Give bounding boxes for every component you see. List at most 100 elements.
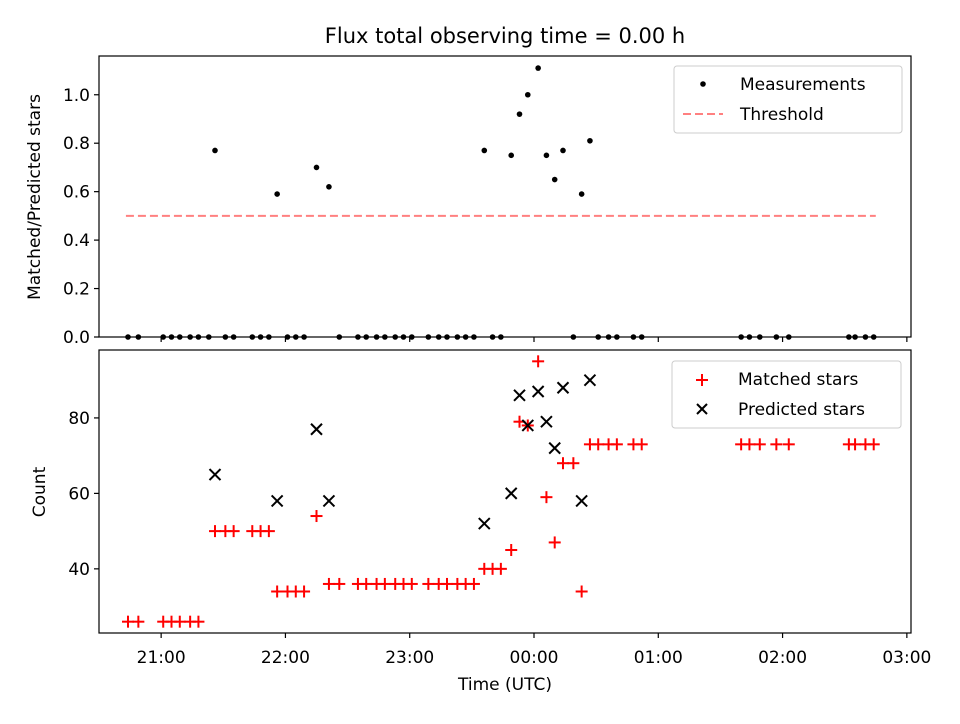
matched-star-point — [405, 577, 418, 590]
bottom-axes-frame — [98, 349, 912, 634]
matched-star-point — [173, 615, 186, 628]
legend-predicted-marker — [696, 403, 708, 415]
legend-measurements-marker — [700, 81, 706, 87]
measurement-point — [578, 191, 585, 197]
matched-star-point — [122, 615, 134, 628]
matched-star-point — [557, 457, 569, 470]
measurement-point — [543, 152, 550, 159]
x-tick-label: 03:00 — [882, 648, 931, 668]
top-y-tick-label: 1.0 — [63, 86, 90, 106]
matched-star-point — [227, 525, 240, 538]
matched-star-point — [360, 577, 373, 590]
x-tick-label: 23:00 — [385, 648, 434, 668]
top-y-axis-label: Matched/Predicted stars — [25, 94, 45, 300]
bottom-plot-area — [122, 355, 880, 628]
top-axes-frame — [98, 55, 912, 338]
bottom-y-axis-label: Count — [30, 466, 50, 517]
legend-matched-marker — [696, 374, 708, 386]
predicted-star-point — [583, 373, 597, 387]
predicted-star-point — [548, 441, 561, 455]
matched-star-point — [422, 577, 435, 590]
matched-star-point — [333, 577, 346, 590]
matched-star-point — [271, 585, 284, 598]
bottom-y-tick-label: 80 — [68, 409, 90, 429]
x-tick-label: 21:00 — [137, 648, 186, 668]
predicted-star-point — [540, 415, 553, 428]
predicted-star-point — [505, 487, 518, 500]
x-axis-label: Time (UTC) — [457, 675, 552, 695]
measurement-point — [524, 91, 531, 98]
top-y-tick-label: 0.2 — [63, 280, 90, 300]
measurement-point — [551, 176, 558, 183]
bottom-y-tick-label: 60 — [68, 484, 90, 504]
top-y-tick-label: 0.8 — [63, 134, 90, 154]
legend-matched-label: Matched stars — [738, 370, 858, 390]
measurement-point — [508, 152, 515, 159]
measurement-point — [516, 111, 523, 117]
matched-star-point — [132, 615, 145, 628]
matched-star-point — [532, 355, 545, 368]
measurement-point — [313, 164, 320, 171]
matched-star-point — [322, 577, 335, 590]
x-tick-label: 02:00 — [758, 648, 807, 668]
predicted-star-point — [310, 423, 323, 436]
matched-star-point — [298, 585, 311, 598]
bottom-legend-box — [671, 360, 902, 429]
matched-star-point — [548, 536, 561, 549]
matched-star-point — [867, 438, 880, 451]
bottom-y-ticks: 40 60 80 — [68, 409, 99, 580]
predicted-star-point — [521, 419, 534, 432]
matched-star-point — [494, 562, 507, 575]
x-tick-label: 01:00 — [634, 648, 683, 668]
measurement-point — [560, 147, 566, 154]
matched-star-point — [192, 615, 205, 628]
matched-star-point — [505, 543, 518, 556]
bottom-x-ticks: 21:00 22:00 23:00 00:00 01:00 02:00 03:00 — [137, 633, 931, 668]
measurement-point — [535, 65, 541, 71]
predicted-star-point — [556, 381, 570, 394]
matched-star-point — [378, 577, 391, 590]
x-tick-label: 00:00 — [510, 648, 559, 668]
legend-threshold-label: Threshold — [739, 105, 824, 125]
matched-star-point — [635, 438, 648, 451]
matched-star-point — [770, 438, 783, 451]
measurement-point — [212, 147, 218, 154]
top-y-tick-label: 0.0 — [63, 328, 90, 348]
predicted-star-point — [270, 494, 284, 508]
matched-star-point — [310, 510, 323, 523]
legend-predicted-label: Predicted stars — [738, 400, 865, 420]
x-tick-label: 22:00 — [261, 648, 310, 668]
top-y-tick-label: 0.6 — [63, 183, 90, 203]
matched-star-point — [849, 438, 862, 451]
bottom-legend: Matched stars Predicted stars — [671, 360, 902, 429]
predicted-star-point — [208, 468, 222, 481]
measurement-point — [587, 137, 593, 144]
measurement-point — [274, 191, 280, 197]
chart-title: Flux total observing time = 0.00 h — [325, 24, 685, 48]
predicted-star-point — [531, 385, 545, 398]
matched-star-point — [567, 457, 580, 470]
predicted-star-point — [513, 389, 526, 402]
legend-measurements-label: Measurements — [740, 75, 866, 95]
matched-star-point — [441, 577, 453, 590]
matched-star-point — [262, 525, 275, 538]
matched-star-point — [575, 585, 588, 598]
matched-star-point — [743, 438, 756, 451]
measurement-point — [481, 147, 488, 154]
top-legend-box — [673, 65, 903, 134]
top-legend: Measurements Threshold — [673, 65, 903, 134]
matched-star-point — [592, 438, 605, 451]
predicted-star-point — [478, 517, 491, 530]
top-y-ticks: 0.0 0.2 0.4 0.6 0.8 1.0 — [63, 86, 99, 348]
matched-star-point — [467, 577, 480, 590]
matched-star-point — [209, 525, 221, 538]
matched-star-point — [540, 491, 553, 504]
top-y-tick-label: 0.4 — [63, 231, 90, 251]
predicted-star-point — [575, 494, 588, 508]
matched-star-point — [753, 438, 766, 451]
matched-star-point — [610, 438, 623, 451]
matched-star-point — [782, 438, 795, 451]
bottom-y-tick-label: 40 — [68, 560, 90, 580]
predicted-star-point — [322, 494, 336, 508]
